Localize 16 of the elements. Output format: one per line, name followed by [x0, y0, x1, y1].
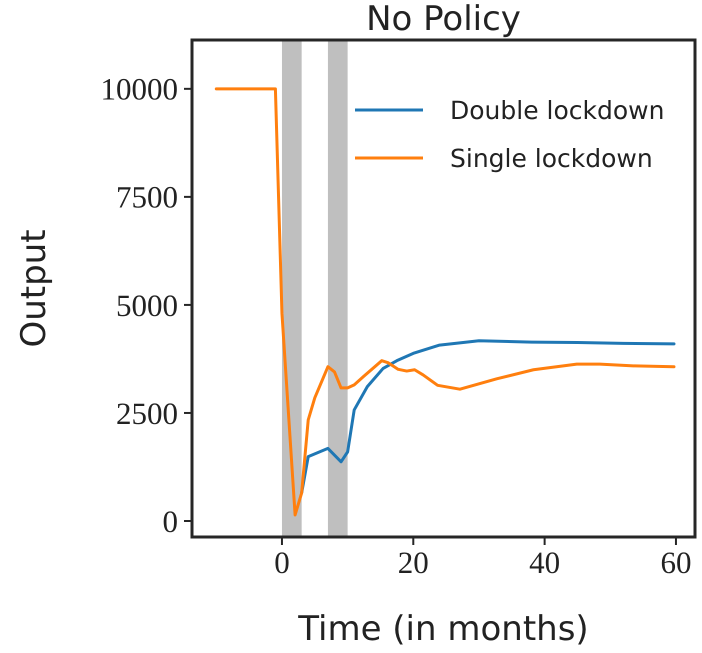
y-axis-title: Output: [14, 229, 54, 348]
chart-title: No Policy: [366, 0, 521, 39]
y-tick-label: 5000: [116, 288, 178, 323]
x-tick-label: 40: [529, 545, 560, 580]
legend-label: Single lockdown: [450, 144, 653, 173]
line-series: [300, 339, 676, 494]
line-series: [214, 87, 676, 516]
x-axis-title: Time (in months): [297, 609, 589, 649]
y-tick-label: 0: [162, 504, 178, 539]
x-tick-label: 0: [274, 545, 290, 580]
legend-label: Double lockdown: [450, 96, 664, 125]
y-tick-label: 7500: [116, 180, 178, 215]
y-tick-label: 10000: [100, 72, 178, 107]
x-tick-label: 60: [660, 545, 692, 580]
y-tick-label: 2500: [116, 396, 178, 431]
x-tick-label: 20: [398, 545, 429, 580]
